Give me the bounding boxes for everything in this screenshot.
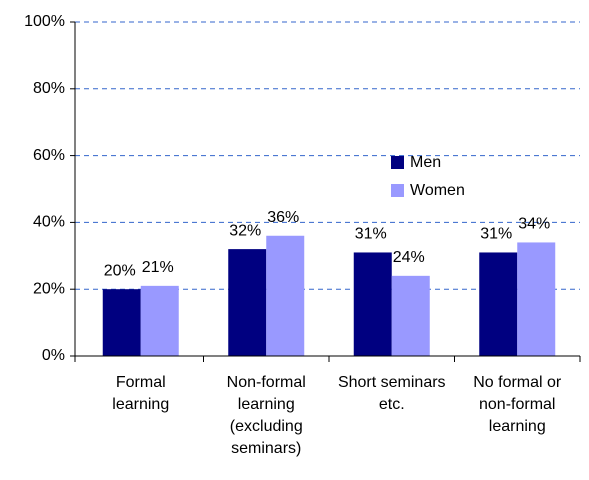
data-label: 34% [518, 216, 550, 233]
bar [140, 285, 179, 356]
data-label: 36% [267, 209, 299, 226]
data-label: 31% [480, 226, 512, 243]
bar [102, 289, 141, 356]
legend-label: Women [410, 182, 465, 199]
x-tick-label: Formal learning [112, 374, 170, 413]
bar [391, 275, 430, 356]
data-label: 24% [393, 249, 425, 266]
data-label: 20% [104, 262, 136, 279]
x-tick-label: Non-formal learning (excluding seminars) [226, 374, 306, 457]
x-tick-label: Short seminars etc. [337, 374, 446, 413]
data-label: 21% [142, 259, 174, 276]
legend-label: Men [410, 154, 441, 171]
data-label: 31% [355, 226, 387, 243]
bar [479, 252, 518, 356]
legend-swatch [391, 156, 404, 169]
bar [517, 242, 556, 356]
y-tick-label: 40% [33, 214, 65, 231]
legend-swatch [391, 184, 404, 197]
x-tick-label: No formal or non-formal learning [473, 374, 562, 435]
y-tick-label: 60% [33, 147, 65, 164]
y-tick-label: 0% [42, 347, 65, 364]
bar [228, 249, 267, 356]
data-label: 32% [229, 222, 261, 239]
bar [266, 235, 305, 356]
y-tick-label: 80% [33, 80, 65, 97]
y-tick-label: 20% [33, 280, 65, 297]
bar [353, 252, 392, 356]
y-tick-label: 100% [24, 13, 65, 30]
